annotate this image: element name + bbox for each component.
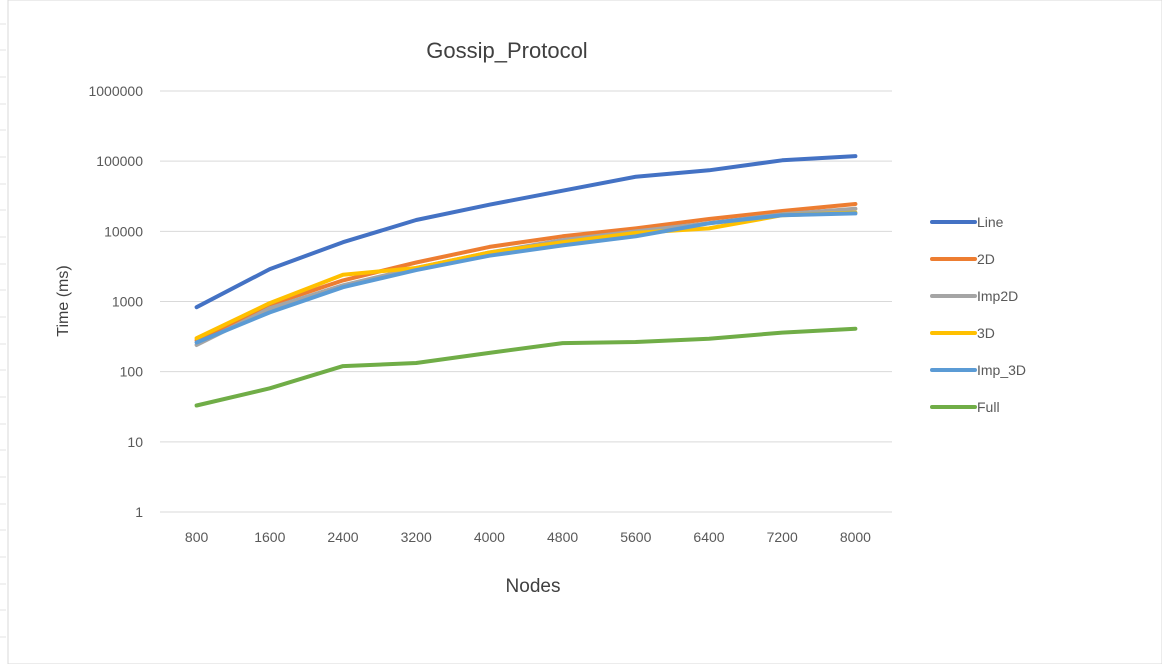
x-tick-label: 1600 <box>254 529 285 545</box>
x-tick-label: 8000 <box>840 529 871 545</box>
x-tick-label: 4000 <box>474 529 505 545</box>
series-line-imp-3d <box>194 211 858 345</box>
series-line-line <box>194 154 858 310</box>
gridlines <box>160 90 892 513</box>
legend-label: Imp_3D <box>977 362 1026 378</box>
y-tick-label: 100 <box>120 364 144 380</box>
y-tick-labels: 1 10 100 1000 10000 100000 1000000 <box>88 83 143 520</box>
y-tick-label: 10 <box>127 434 143 450</box>
series-line-3d <box>194 210 858 341</box>
y-axis-label: Time (ms) <box>55 265 72 336</box>
series-lines <box>194 154 858 408</box>
x-tick-label: 7200 <box>767 529 798 545</box>
y-tick-label: 1000000 <box>88 83 143 99</box>
x-tick-label: 800 <box>185 529 209 545</box>
legend-label: 2D <box>977 251 995 267</box>
chart-title: Gossip_Protocol <box>426 38 587 63</box>
x-tick-labels: 800 1600 2400 3200 4000 4800 5600 6400 7200 8000 <box>185 529 871 545</box>
sheet-grid <box>0 0 873 638</box>
x-axis-label: Nodes <box>506 576 561 597</box>
x-tick-label: 5600 <box>620 529 651 545</box>
series-line-2d <box>194 202 858 343</box>
x-tick-label: 6400 <box>693 529 724 545</box>
legend-label: Imp2D <box>977 288 1018 304</box>
y-tick-label: 1000 <box>112 294 143 310</box>
legend: Line 2D Imp2D 3D Imp_3D Full <box>930 214 1026 415</box>
series-line-full <box>194 326 858 408</box>
y-tick-label: 100000 <box>96 153 143 169</box>
y-tick-label: 1 <box>135 504 143 520</box>
x-tick-label: 4800 <box>547 529 578 545</box>
legend-label: Full <box>977 399 1000 415</box>
x-tick-label: 3200 <box>401 529 432 545</box>
y-tick-label: 10000 <box>104 223 143 239</box>
legend-label: Line <box>977 214 1004 230</box>
x-tick-label: 2400 <box>327 529 358 545</box>
legend-label: 3D <box>977 325 995 341</box>
